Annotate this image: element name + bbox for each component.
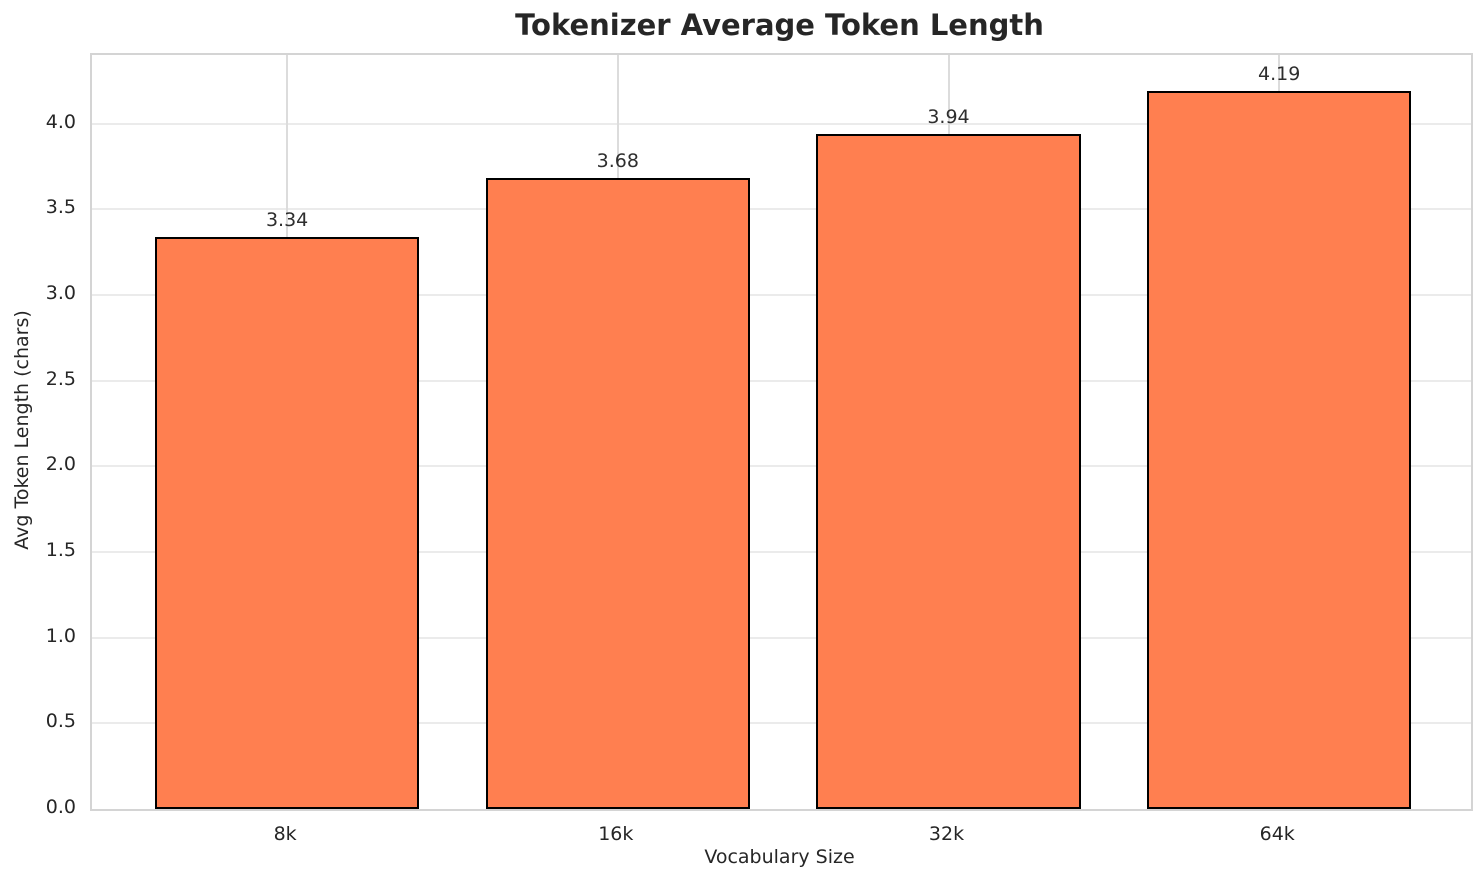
y-tick-label-1.5: 1.5	[45, 538, 76, 561]
bar-value-label-8k: 3.34	[265, 208, 309, 231]
y-tick-label-4.0: 4.0	[45, 110, 76, 133]
gridline-y-2.5	[92, 379, 1471, 382]
bar-value-label-64k: 4.19	[1258, 63, 1301, 85]
y-tick-label-3.5: 3.5	[45, 196, 76, 219]
bar-8k	[154, 236, 420, 809]
y-tick-label-0.5: 0.5	[45, 710, 76, 733]
gridline-y-1.5	[92, 550, 1471, 553]
x-tick-label-8k: 8k	[273, 823, 297, 845]
y-tick-label-2.5: 2.5	[45, 367, 76, 390]
gridline-y-3.0	[92, 293, 1471, 296]
bar-32k	[816, 133, 1081, 809]
y-tick-label-2.0: 2.0	[45, 453, 76, 476]
x-tick-label-16k: 16k	[598, 823, 634, 845]
gridline-y-2.0	[92, 465, 1471, 468]
gridline-y-4.0	[92, 122, 1471, 125]
chart-title: Tokenizer Average Token Length	[515, 8, 1044, 42]
bar-64k	[1146, 90, 1412, 809]
gridline-y-1.0	[92, 636, 1471, 639]
x-tick-label-32k: 32k	[928, 823, 965, 845]
gridline-y-0.5	[92, 722, 1471, 725]
plot-area: 3.34 3.68 3.94 4.19	[90, 53, 1473, 811]
y-tick-label-1.0: 1.0	[45, 624, 76, 647]
x-axis-label: Vocabulary Size	[704, 846, 855, 868]
y-tick-label-3.0: 3.0	[45, 281, 76, 304]
bar-16k	[485, 178, 751, 809]
y-axis-label: Avg Token Length (chars)	[11, 310, 33, 550]
gridline-y-3.5	[92, 208, 1471, 211]
y-tick-label-0.0: 0.0	[45, 796, 76, 818]
bar-value-label-32k: 3.94	[927, 105, 970, 128]
x-tick-label-64k: 64k	[1259, 823, 1295, 845]
bar-value-label-16k: 3.68	[596, 150, 639, 173]
